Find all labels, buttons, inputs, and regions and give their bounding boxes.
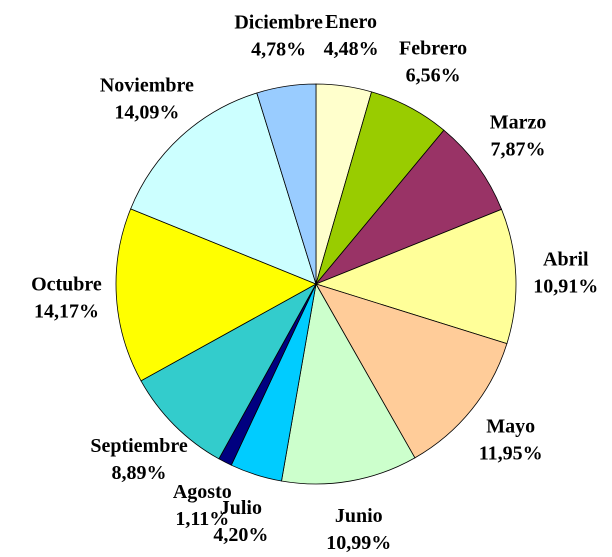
slice-label: Diciembre — [234, 11, 323, 33]
slice-label: Abril — [543, 249, 589, 271]
pie-slice — [315, 129, 503, 285]
slice-label: Noviembre — [100, 74, 194, 96]
slice-label: Septiembre — [90, 435, 188, 457]
pie-slice — [140, 282, 318, 460]
slice-label: Febrero — [399, 38, 467, 60]
slice-value-label: 11,95% — [479, 442, 543, 464]
slice-label: Agosto — [173, 481, 232, 503]
slice-label: Marzo — [490, 111, 547, 133]
pie-slice — [115, 208, 317, 382]
slice-value-label: 1,11% — [175, 508, 229, 530]
slice-value-label: 10,91% — [533, 276, 598, 298]
slice-value-label: 7,87% — [491, 138, 546, 160]
pie-slice — [281, 282, 416, 485]
pie-slice — [256, 83, 317, 285]
slice-label: Junio — [335, 505, 383, 527]
slice-label: Enero — [325, 11, 377, 33]
slice-value-label: 14,17% — [34, 301, 99, 323]
slice-value-label: 4,20% — [213, 524, 268, 546]
pie-slice — [314, 208, 517, 345]
slice-value-label: 10,99% — [326, 532, 391, 554]
slice-label: Octubre — [31, 274, 102, 296]
slice-value-label: 4,78% — [251, 38, 306, 60]
slice-label: Julio — [220, 497, 262, 519]
slice-value-label: 8,89% — [112, 462, 167, 484]
slice-label: Mayo — [486, 415, 535, 437]
slice-value-label: 4,48% — [324, 38, 379, 60]
slice-value-label: 14,09% — [114, 101, 179, 123]
slice-value-label: 6,56% — [406, 65, 461, 87]
pie-slice — [315, 283, 508, 459]
pie-slice — [130, 92, 317, 285]
